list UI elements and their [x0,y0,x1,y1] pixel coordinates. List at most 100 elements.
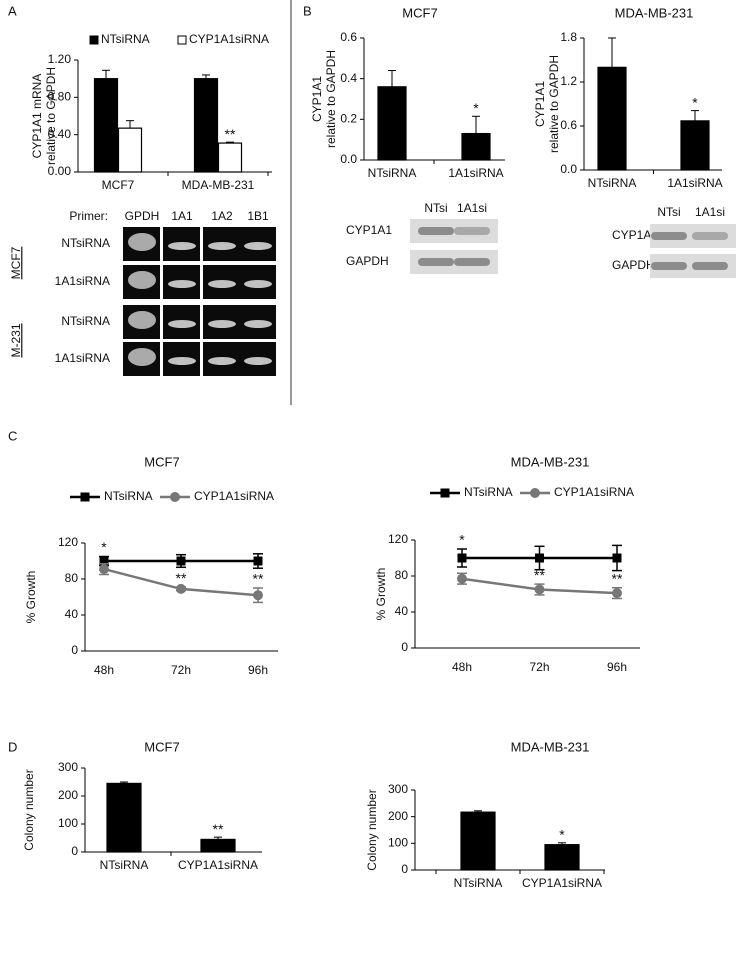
blot-lane-label: NTsi [424,201,447,215]
chart-title: MDA-MB-231 [511,739,590,754]
gel-band [128,271,156,289]
x-tick-label: CYP1A1siRNA [522,876,602,890]
gel-band [244,357,272,365]
y-tick-label: 40 [65,607,79,621]
y-tick-label: 0.00 [48,164,72,178]
gel-primer-label: Primer: [69,209,108,223]
point [534,584,545,595]
x-tick-label: 48h [94,663,114,677]
x-tick-label: NTsiRNA [454,876,503,890]
bar [217,142,243,173]
gel-band [208,357,236,365]
y-tick-label: 100 [388,836,408,850]
point [535,553,544,563]
y-tick-label: 300 [388,782,408,796]
bar [93,78,119,173]
legend-marker [170,492,180,502]
x-tick-label: 1A1siRNA [667,176,722,190]
legend-label: CYP1A1siRNA [554,485,634,499]
gel-band [128,311,156,329]
y-tick-label: 120 [58,535,78,549]
blot-row-label: CYP1A1 [346,223,392,237]
y-tick-label: 0.4 [340,71,357,85]
gel-band [168,242,196,250]
y-tick-label: 1.8 [560,30,577,44]
y-tick-label: 100 [58,816,78,830]
y-tick-label: 200 [58,788,78,802]
x-tick-label: 96h [607,660,627,674]
y-tick-label: 0.40 [48,127,72,141]
legend-label: NTsiRNA [101,32,150,46]
x-tick-label: 96h [248,663,268,677]
bar [461,132,491,161]
legend-swatch [177,35,187,45]
y-tick-label: 0 [401,640,408,654]
gel-row-label: 1A1siRNA [55,351,110,365]
bar [680,120,710,171]
y-tick-label: 1.2 [560,74,577,88]
y-axis-label: relative to GAPDH [44,67,58,165]
chart-title: MCF7 [144,454,179,469]
gel-band [168,320,196,328]
y-tick-label: 40 [395,604,409,618]
y-tick-label: 0.0 [340,152,357,166]
significance-label: ** [225,126,236,142]
y-axis-label: CYP1A1 [310,76,324,122]
y-tick-label: 0.80 [48,90,72,104]
y-tick-label: 0.6 [340,30,357,44]
x-tick-label: 72h [171,663,191,677]
gel-band [244,280,272,288]
point [457,553,467,563]
gel-band [208,320,236,328]
gel-band [244,242,272,250]
significance-label: * [692,94,698,110]
x-tick-label: 48h [452,660,472,674]
chart-title: MDA-MB-231 [615,5,694,20]
gel-lane-label: 1A2 [211,209,233,223]
y-tick-label: 0 [71,844,78,858]
point [176,556,186,566]
x-tick-label: NTsiRNA [100,858,149,872]
bar [597,66,627,171]
gel-group-label: M-231 [9,323,23,357]
y-axis-label: relative to GAPDH [547,55,561,153]
legend-marker [530,488,540,498]
panel-letter: D [8,739,17,754]
significance-label: * [459,532,465,548]
gel-row-label: NTsiRNA [61,236,110,250]
bar [193,78,219,173]
gel-lane-label: GPDH [125,209,160,223]
blot-band [692,232,728,240]
blot-band [454,258,490,266]
legend-label: NTsiRNA [104,489,153,503]
gel-group-label: MCF7 [9,246,23,279]
gel-lane-label: 1A1 [171,209,193,223]
significance-label: ** [213,821,224,837]
y-tick-label: 0.2 [340,112,357,126]
y-tick-label: 80 [395,568,409,582]
significance-label: ** [534,567,545,583]
x-tick-label: MDA-MB-231 [182,178,255,192]
blot-band [651,262,687,270]
blot-band [651,232,687,240]
gel-row-label: 1A1siRNA [55,274,110,288]
gel-band [168,280,196,288]
blot-row-label: GAPDH [346,254,389,268]
panel-letter: C [8,428,17,443]
significance-label: * [473,100,479,116]
bar [377,86,407,161]
legend-swatch [89,35,99,45]
legend-label: CYP1A1siRNA [189,32,269,46]
point [612,553,622,563]
x-tick-label: 1A1siRNA [448,166,503,180]
y-axis-label: % Growth [24,571,38,624]
panel-letter: B [303,3,312,18]
blot-lane-label: NTsi [657,205,680,219]
y-axis-label: % Growth [374,568,388,621]
chart-title: MCF7 [402,5,437,20]
y-tick-label: 120 [388,532,408,546]
significance-label: ** [253,571,264,587]
bar [200,838,236,853]
y-tick-label: 0 [71,643,78,657]
